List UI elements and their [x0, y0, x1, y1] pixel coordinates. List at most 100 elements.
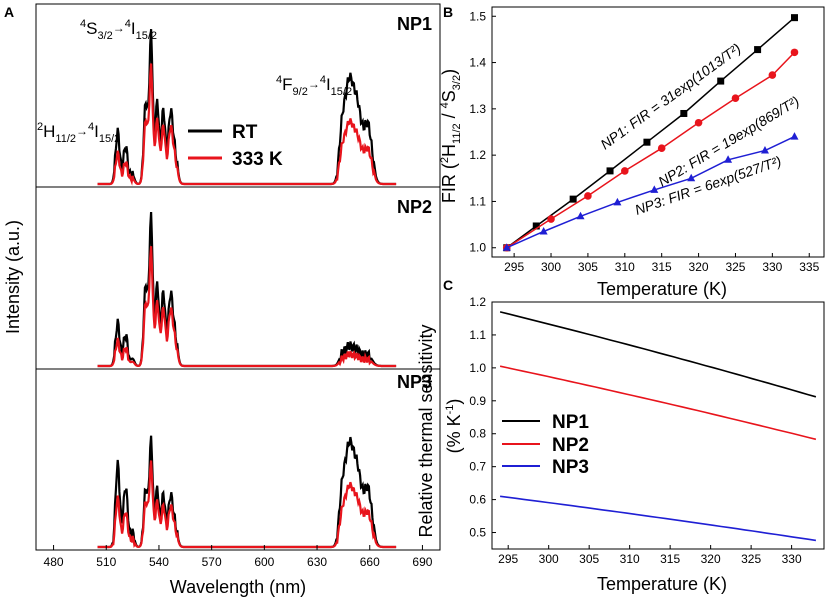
fir-point-np2 — [547, 215, 555, 223]
sensitivity-y-tick-label: 0.9 — [469, 394, 486, 408]
sensitivity-line-np1 — [499, 311, 817, 398]
fir-point-np3 — [539, 227, 548, 235]
panel-b-letter: B — [443, 4, 453, 20]
fir-point-np3 — [650, 185, 659, 193]
fir-point-np3 — [687, 173, 696, 182]
fir-point-np1 — [790, 14, 798, 22]
fir-data — [502, 14, 799, 252]
panel-a: A 480 510 540 570 600 630 660 690 NP1 NP2 NP3 4… — [3, 3, 441, 597]
fir-y-tick-label: 1.5 — [469, 9, 486, 23]
fir-point-np1 — [532, 222, 540, 230]
sensitivity-y-tick-label: 0.7 — [469, 460, 486, 474]
transition-label-s: 4S3/2→4I15/2 — [80, 18, 157, 42]
fir-fit-line-np3 — [506, 135, 795, 249]
fir-y-tick-label: 1.2 — [469, 148, 486, 162]
sensitivity-x-tick-label: 300 — [539, 552, 559, 566]
sensitivity-x-tick-label: 310 — [620, 552, 640, 566]
fir-y-tick-label: 1.3 — [469, 102, 486, 116]
sensitivity-axes: 295 300 305 310 315 320 325 330 0.5 0.6 0.7 0.8 0.9 1… — [469, 295, 802, 566]
subpanel-np3-frame — [35, 368, 441, 551]
sensitivity-x-tick-label: 330 — [782, 552, 802, 566]
fir-x-axis-title: Temperature (K) — [597, 279, 727, 299]
fir-x-tick-label: 325 — [725, 260, 745, 274]
subpanel-np2-frame — [35, 186, 441, 370]
spectra-x-tick-label: 540 — [149, 555, 169, 569]
panel-a-letter: A — [4, 4, 14, 20]
fir-y-tick-label: 1.0 — [469, 241, 486, 255]
fir-point-np2 — [657, 144, 666, 153]
legend-label-np1: NP1 — [552, 412, 589, 433]
fir-x-tick-label: 305 — [578, 260, 598, 274]
fir-point-np1 — [717, 77, 725, 85]
sensitivity-y-tick-label: 1.0 — [469, 361, 486, 375]
fir-y-axis-title: FIR (2H11/2 / 4S3/2) — [439, 69, 463, 203]
sensitivity-line-np2 — [499, 365, 817, 441]
fir-point-np3 — [613, 197, 622, 206]
fir-point-np1 — [754, 46, 762, 54]
fir-plot-frame — [491, 6, 825, 258]
sensitivity-x-tick-label: 295 — [498, 552, 518, 566]
panel-c: C 295 300 305 310 315 320 325 330 0.5 0.6 0.7 0.8 0.… — [416, 277, 825, 594]
sensitivity-x-tick-label: 325 — [741, 552, 761, 566]
subpanel-label-np2: NP2 — [397, 197, 432, 217]
fir-x-tick-label: 335 — [799, 260, 819, 274]
sensitivity-line-np3 — [499, 495, 817, 542]
spectrum-np2-333k — [97, 246, 397, 368]
spectra-x-tick-label: 510 — [96, 555, 116, 569]
sensitivity-y-tick-label: 1.2 — [469, 295, 486, 309]
fir-point-np3 — [760, 146, 769, 154]
legend-label-np2: NP2 — [552, 435, 589, 456]
fir-point-np3 — [502, 243, 511, 251]
fir-x-tick-label: 330 — [762, 260, 782, 274]
fir-y-tick-label: 1.1 — [469, 194, 486, 208]
fir-point-np1 — [680, 109, 688, 117]
transition-label-f: 4F9/2→4I15/2 — [276, 74, 352, 98]
fir-point-np1 — [643, 138, 651, 146]
sensitivity-x-tick-label: 315 — [660, 552, 680, 566]
fir-x-tick-label: 300 — [541, 260, 561, 274]
spectra-curves — [97, 29, 397, 549]
spectra-x-tick-label: 690 — [412, 555, 432, 569]
spectra-x-tick-label: 600 — [254, 555, 274, 569]
spectrum-np1-333k — [97, 63, 397, 186]
fir-point-np3 — [724, 155, 733, 163]
legend-label-333k: 333 K — [232, 149, 283, 170]
fir-point-np2 — [584, 192, 592, 200]
sensitivity-x-tick-label: 320 — [701, 552, 721, 566]
legend-label-rt: RT — [232, 122, 258, 143]
fir-x-tick-label: 310 — [615, 260, 635, 274]
fir-point-np2 — [768, 71, 777, 79]
spectra-x-tick-label: 480 — [44, 555, 64, 569]
fir-axes: 295 300 305 310 315 320 325 330 335 1.0 1.1 1.2 1.3 1… — [469, 9, 819, 274]
spectra-x-tick-label: 630 — [307, 555, 327, 569]
fir-point-np1 — [606, 167, 614, 175]
subpanel-label-np1: NP1 — [397, 14, 432, 34]
panel-c-letter: C — [443, 277, 453, 293]
legend-label-np3: NP3 — [552, 457, 589, 478]
fir-point-np2 — [694, 118, 703, 127]
sensitivity-y-tick-label: 0.5 — [469, 526, 486, 540]
sensitivity-y-tick-label: 1.1 — [469, 328, 486, 342]
sensitivity-y-tick-label: 0.8 — [469, 427, 486, 441]
fir-point-np2 — [731, 94, 740, 103]
spectra-x-tick-label: 570 — [202, 555, 222, 569]
sensitivity-y-axis-title-line2: (% K-1) — [444, 399, 464, 454]
fir-y-tick-label: 1.4 — [469, 56, 486, 70]
fir-x-tick-label: 315 — [652, 260, 672, 274]
spectrum-np3-333k — [97, 460, 397, 549]
transition-label-h: 2H11/2→4I15/2 — [37, 121, 120, 145]
sensitivity-y-tick-label: 0.6 — [469, 493, 486, 507]
sensitivity-plot-frame — [491, 301, 825, 550]
panel-b: B 295 300 305 310 315 320 325 330 335 1.0 1.1 1.2 1.… — [439, 4, 825, 299]
spectra-x-axis-title: Wavelength (nm) — [170, 577, 306, 597]
subpanel-label-np3: NP3 — [397, 372, 432, 392]
fir-x-tick-label: 295 — [504, 260, 524, 274]
spectra-x-tick-label: 660 — [360, 555, 380, 569]
fir-point-np2 — [621, 167, 629, 175]
fir-point-np3 — [790, 132, 799, 140]
sensitivity-data — [499, 311, 817, 542]
spectra-y-axis-title: Intensity (a.u.) — [3, 220, 23, 334]
sensitivity-x-axis-title: Temperature (K) — [597, 574, 727, 594]
sensitivity-x-tick-label: 305 — [579, 552, 599, 566]
